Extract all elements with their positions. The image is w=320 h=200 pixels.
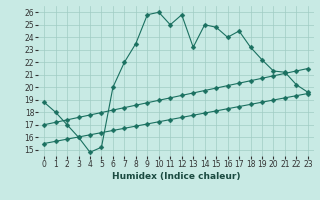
X-axis label: Humidex (Indice chaleur): Humidex (Indice chaleur) [112,172,240,181]
